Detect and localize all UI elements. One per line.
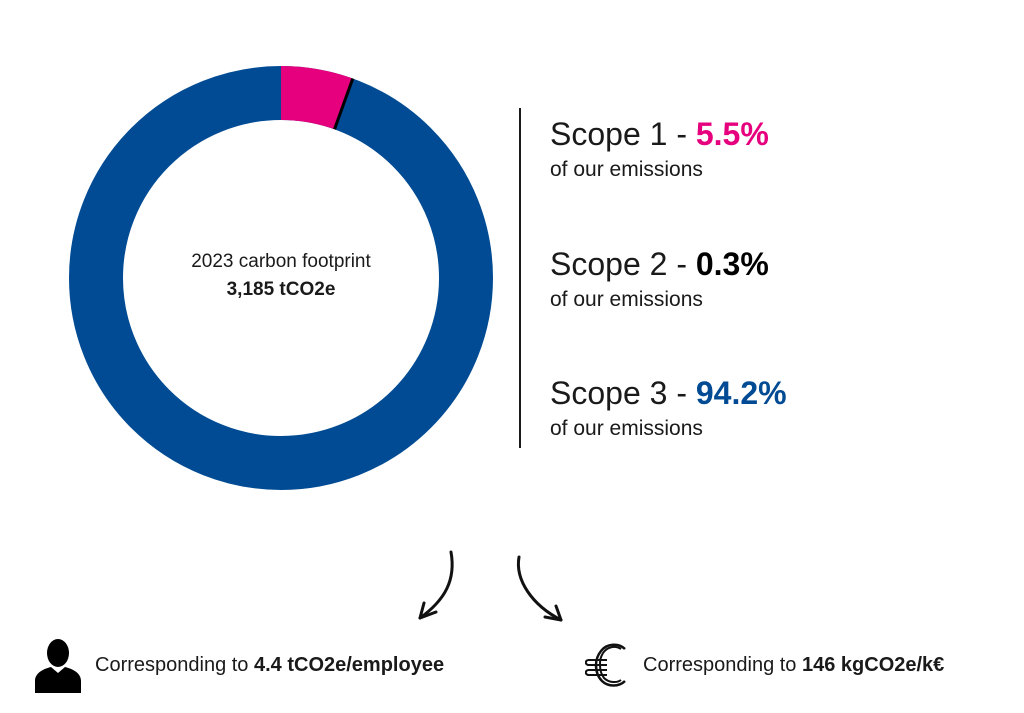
revenue-value: 146 kgCO2e/k€ [801,653,945,676]
scope2-sub: of our emissions [550,288,703,311]
donut-center-label: 2023 carbon footprint 3,185 tCO2e [131,248,431,304]
scope1-pct: 5.5% [695,116,769,152]
footprint-title: 2023 carbon footprint [191,251,371,272]
legend-scope2: Scope 2 - 0.3% of our emissions [550,244,769,314]
scope2-label: Scope 2 - [550,246,696,282]
scope1-label: Scope 1 - [550,116,696,152]
per-employee-metric: Corresponding to 4.4 tCO2e/employee [33,637,445,693]
legend-scope1: Scope 1 - 5.5% of our emissions [550,114,769,184]
scope1-sub: of our emissions [550,158,703,181]
revenue-prefix: Corresponding to [643,653,802,676]
scope2-pct: 0.3% [695,246,769,282]
scope3-sub: of our emissions [550,417,703,440]
person-icon [33,637,83,693]
legend-scope3: Scope 3 - 94.2% of our emissions [550,373,787,443]
euro-icon [585,641,631,689]
footprint-total: 3,185 tCO2e [226,279,336,300]
arrow-right-icon [516,555,563,622]
employee-prefix: Corresponding to [95,653,254,676]
donut-segment-scope1 [281,65,353,130]
employee-value: 4.4 tCO2e/employee [253,653,445,676]
scope3-label: Scope 3 - [550,375,696,411]
per-revenue-metric: Corresponding to 146 kgCO2e/k€ [585,640,944,690]
legend-divider [519,108,521,448]
donut-segment-scope2 [333,77,355,130]
arrow-left-icon [418,550,454,620]
scope3-pct: 94.2% [695,375,787,411]
